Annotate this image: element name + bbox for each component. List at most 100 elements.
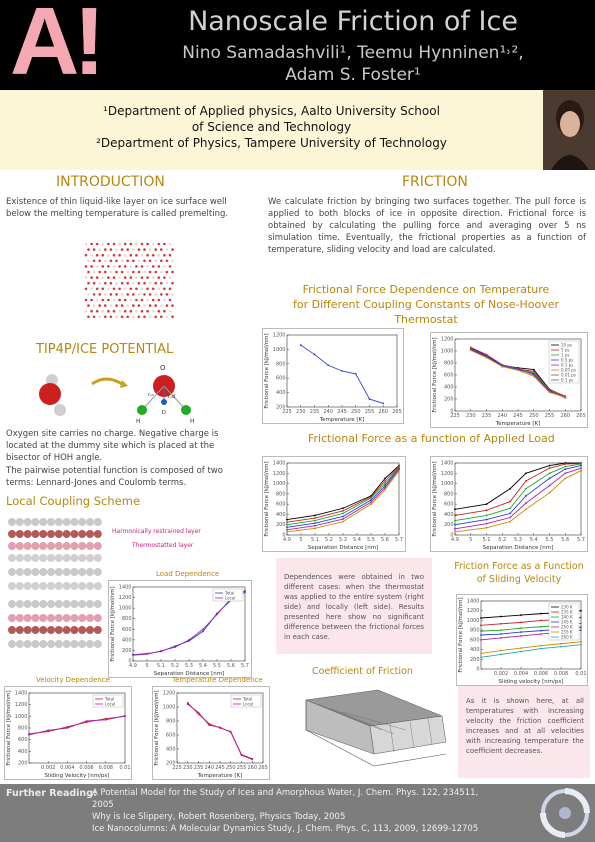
y-tick-label: 1000 [467,618,480,624]
data-point [384,488,386,491]
velocity-dependence-title: Velocity Dependence [36,676,110,684]
legend-entry: 250 K [561,625,573,630]
y-tick-label: 1400 [273,461,286,467]
data-point [501,363,504,366]
plot-frame [286,462,400,536]
x-tick-label: 245 [513,413,523,419]
x-tick-label: 265 [576,413,586,419]
dependences-note: Dependences were obtained in two differe… [276,558,432,654]
x-tick-label: 5.2 [325,537,333,543]
data-point [532,368,535,371]
legend-entry: Total [104,697,114,702]
data-point [548,477,551,480]
data-point [327,364,330,367]
data-point [480,656,482,659]
authors: Nino Samadashvili¹, Teemu Hynninen¹˒², A… [118,42,588,86]
y-axis-label: Frictional Force [kJ/mol/nm] [432,337,438,412]
chart-velocity-multi: 0.002 0.004 0.006 0.008 0.01 0 200 400 600 800 100… [456,594,588,686]
legend-entry: 260 K [561,635,573,640]
data-point [480,652,482,655]
data-point [500,649,502,652]
x-tick-label: 0.008 [99,765,113,771]
data-point [480,638,482,641]
y-tick-label: 600 [444,502,454,508]
data-point [540,647,542,650]
coupling-scheme-image [6,512,102,660]
x-tick-label: 5.7 [241,663,249,669]
chart-load-dependence: 4.9 5 5.1 5.2 5.3 5.4 5.5 5.6 5.7 0 200 400 600 800 10… [108,580,252,678]
y-tick-label: 1400 [119,585,132,591]
velocity-heading: Friction Force as a Function of Sliding … [444,560,594,586]
data-point [509,520,512,523]
x-tick-label: 5 [145,663,148,669]
legend-entry: Total [224,591,234,596]
legend-entry: 0.05 ps [561,368,576,373]
x-tick-label: 230 [183,765,193,771]
label-rod: rₒd [168,394,175,400]
data-point [500,633,502,635]
further-reading-label: Further Reading: [6,788,97,799]
data-point [454,508,456,511]
data-point [384,480,386,482]
x-tick-label: 5.1 [483,537,491,543]
data-point [314,522,316,525]
data-point [520,631,522,633]
y-tick-label: 600 [166,733,176,739]
label-roh: rₒₕ [148,392,154,398]
data-point [384,482,386,485]
y-tick-label: 400 [444,385,454,391]
coefficient-heading: Coefficient of Friction [312,666,413,677]
temp-heading: Frictional Force Dependence on Temperatu… [258,282,594,327]
data-point [548,467,551,470]
data-point [240,754,243,757]
y-tick-label: 800 [276,491,286,497]
x-tick-label: 235 [310,409,320,415]
y-tick-label: 1000 [441,349,454,355]
y-tick-label: 200 [470,657,480,663]
y-tick-label: 200 [122,648,132,654]
data-point [540,633,542,635]
data-point [485,518,488,521]
chart-temp-single: 225 230 235 240 245 250 255 260 265 200 400 600 800 1… [262,328,404,424]
x-tick-label: 225 [172,765,182,771]
x-tick-label: 240 [497,413,507,419]
data-point [370,499,372,501]
data-point [398,468,400,471]
x-tick-label: 255 [237,765,247,771]
series-line [286,467,400,528]
data-point [524,472,527,475]
data-point [540,619,542,622]
data-point [485,356,488,359]
tip4p-diagram: O H H D rₒₕ rₒd [30,362,240,425]
data-point [314,524,316,527]
y-tick-label: 600 [470,637,480,643]
data-point [216,613,218,616]
data-point [28,734,30,736]
x-tick-label: 5 [299,537,302,543]
x-tick-label: 255 [365,409,375,415]
y-tick-label: 600 [444,373,454,379]
load-heading: Frictional Force as a function of Applie… [308,432,555,445]
legend-entry: 255 K [561,630,573,635]
y-tick-label: 800 [444,491,454,497]
y-axis-label: Frictional Force [kJ/mol/nm] [110,586,116,661]
data-point [354,372,357,375]
x-axis-label: Temperature [K] [495,421,541,427]
y-tick-label: 400 [18,749,28,755]
hydrogen-site [181,405,191,415]
data-point [520,635,522,637]
x-axis-label: Separation Distance [nm] [483,545,554,551]
data-point [124,714,126,717]
x-tick-label: 255 [545,413,555,419]
y-tick-label: 200 [444,522,454,528]
data-point [520,621,522,624]
x-tick-label: 5 [469,537,472,543]
data-point [509,512,512,515]
x-tick-label: 0.01 [575,671,586,677]
dependences-note-text: Dependences were obtained in two differe… [284,573,424,641]
data-point [580,469,582,472]
oxygen-atom [39,383,61,405]
x-tick-label: 5.2 [171,663,179,669]
data-point [85,720,88,722]
x-tick-label: 4.9 [283,537,291,543]
